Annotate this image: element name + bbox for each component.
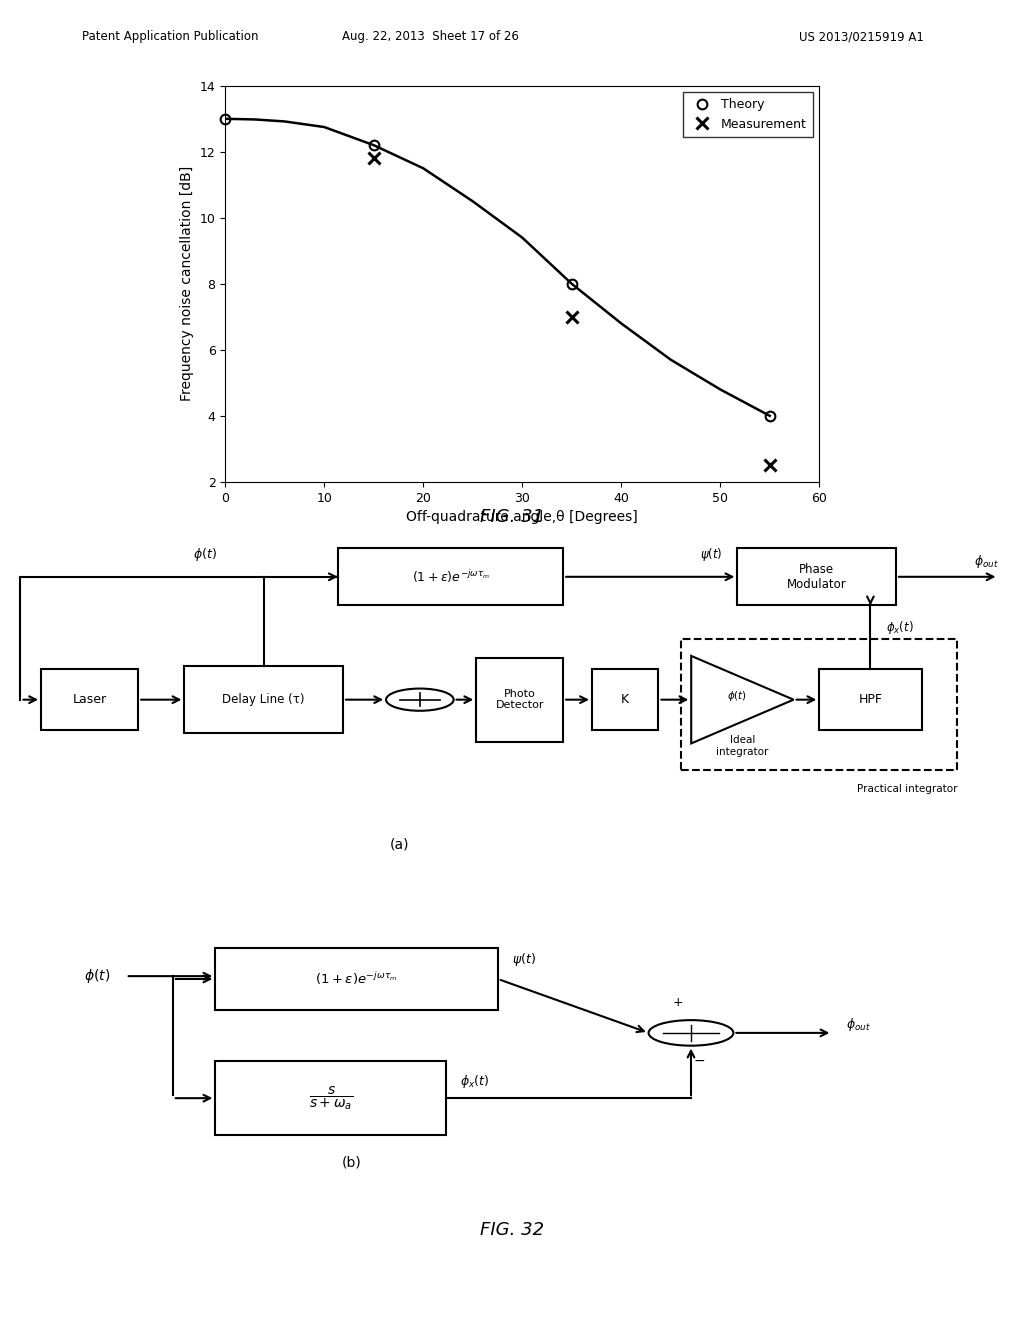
Text: Aug. 22, 2013  Sheet 17 of 26: Aug. 22, 2013 Sheet 17 of 26 <box>342 30 518 44</box>
Text: K: K <box>622 693 629 706</box>
Text: $\phi_x(t)$: $\phi_x(t)$ <box>460 1073 489 1090</box>
Text: FIG. 31: FIG. 31 <box>480 508 544 527</box>
Text: Phase
Modulator: Phase Modulator <box>786 562 847 591</box>
Text: US 2013/0215919 A1: US 2013/0215919 A1 <box>799 30 924 44</box>
Bar <box>592 669 658 730</box>
Text: $(1+\varepsilon)e^{-j\omega\tau_m}$: $(1+\varepsilon)e^{-j\omega\tau_m}$ <box>315 970 397 987</box>
Text: $\dfrac{s}{s+\omega_a}$: $\dfrac{s}{s+\omega_a}$ <box>308 1084 352 1111</box>
Text: Practical integrator: Practical integrator <box>857 784 957 793</box>
Y-axis label: Frequency noise cancellation [dB]: Frequency noise cancellation [dB] <box>180 166 195 401</box>
Bar <box>215 948 498 1010</box>
Bar <box>184 667 343 734</box>
Text: Photo
Detector: Photo Detector <box>496 689 544 710</box>
Text: $\phi_{out}$: $\phi_{out}$ <box>974 553 998 570</box>
Text: $\phi_{out}$: $\phi_{out}$ <box>847 1016 871 1032</box>
Text: (b): (b) <box>342 1155 361 1170</box>
Bar <box>681 639 957 771</box>
Legend: Theory, Measurement: Theory, Measurement <box>683 92 813 137</box>
Text: Delay Line (τ): Delay Line (τ) <box>222 693 305 706</box>
Text: Laser: Laser <box>73 693 106 706</box>
Text: $\phi_x(t)$: $\phi_x(t)$ <box>886 619 913 636</box>
Text: $\phi(t)$: $\phi(t)$ <box>84 968 111 985</box>
Bar <box>476 657 563 742</box>
Text: $\psi(t)$: $\psi(t)$ <box>512 950 536 968</box>
Text: −: − <box>693 1055 706 1068</box>
Text: $(1+\varepsilon)e^{-j\omega\tau_m}$: $(1+\varepsilon)e^{-j\omega\tau_m}$ <box>412 569 489 585</box>
Text: Patent Application Publication: Patent Application Publication <box>82 30 258 44</box>
Text: HPF: HPF <box>858 693 883 706</box>
Text: $\phi(t)$: $\phi(t)$ <box>727 689 748 704</box>
Bar <box>41 669 138 730</box>
Bar <box>819 669 922 730</box>
Bar <box>215 1061 446 1135</box>
Text: Ideal
integrator: Ideal integrator <box>716 735 769 756</box>
Bar <box>338 548 563 606</box>
X-axis label: Off-quadrature angle,θ [Degrees]: Off-quadrature angle,θ [Degrees] <box>407 510 638 524</box>
Text: +: + <box>673 995 684 1008</box>
Text: $\psi(t)$: $\psi(t)$ <box>700 546 723 564</box>
Text: FIG. 32: FIG. 32 <box>480 1221 544 1239</box>
Bar <box>737 548 896 606</box>
Text: (a): (a) <box>389 837 410 851</box>
Text: $\phi(t)$: $\phi(t)$ <box>193 546 217 564</box>
